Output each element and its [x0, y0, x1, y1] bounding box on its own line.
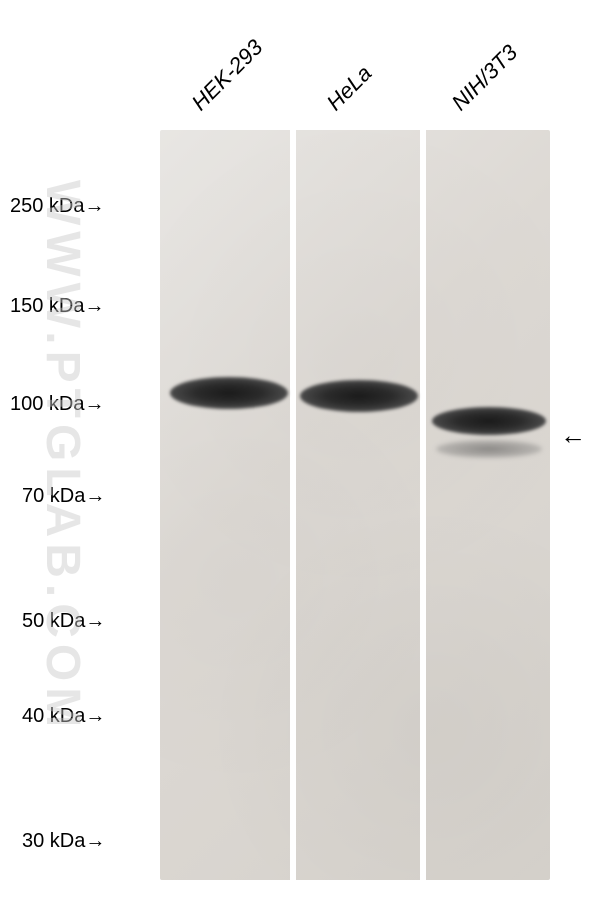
mw-150: 150 kDa→ — [10, 295, 105, 318]
blot-noise-overlay — [160, 130, 550, 880]
arrow-right-icon: → — [85, 295, 105, 317]
band-lane3-lower — [436, 440, 542, 458]
mw-40: 40 kDa→ — [22, 705, 105, 728]
arrow-right-icon: → — [85, 610, 105, 632]
lane-gap-1 — [290, 130, 296, 880]
mw-markers-column: 250 kDa→ 150 kDa→ 100 kDa→ 70 kDa→ 50 kD… — [10, 0, 160, 903]
lane-labels-row: HEK-293 HeLa NIH/3T3 — [165, 15, 565, 115]
mw-30: 30 kDa→ — [22, 830, 105, 853]
arrow-right-icon: → — [85, 485, 105, 507]
mw-100-text: 100 kDa — [10, 393, 85, 415]
arrow-right-icon: → — [85, 393, 105, 415]
lane-label-1: HEK-293 — [187, 34, 269, 116]
arrow-right-icon: → — [85, 830, 105, 852]
lane-label-2: HeLa — [322, 60, 378, 116]
mw-150-text: 150 kDa — [10, 295, 85, 317]
blot-figure: HEK-293 HeLa NIH/3T3 250 kDa→ 150 kDa→ 1… — [0, 0, 600, 903]
band-lane1-100kda — [170, 377, 288, 409]
mw-50-text: 50 kDa — [22, 610, 85, 632]
mw-50: 50 kDa→ — [22, 610, 105, 633]
mw-70-text: 70 kDa — [22, 485, 85, 507]
lane-gap-2 — [420, 130, 426, 880]
lane-label-3: NIH/3T3 — [447, 40, 523, 116]
mw-70: 70 kDa→ — [22, 485, 105, 508]
mw-30-text: 30 kDa — [22, 830, 85, 852]
blot-membrane — [160, 130, 550, 880]
band-lane2-100kda — [300, 380, 418, 412]
arrow-right-icon: → — [85, 195, 105, 217]
mw-40-text: 40 kDa — [22, 705, 85, 727]
target-band-arrow-icon: ← — [560, 420, 586, 451]
band-lane3-main — [432, 407, 546, 435]
mw-250-text: 250 kDa — [10, 195, 85, 217]
mw-250: 250 kDa→ — [10, 195, 105, 218]
arrow-right-icon: → — [85, 705, 105, 727]
mw-100: 100 kDa→ — [10, 393, 105, 416]
